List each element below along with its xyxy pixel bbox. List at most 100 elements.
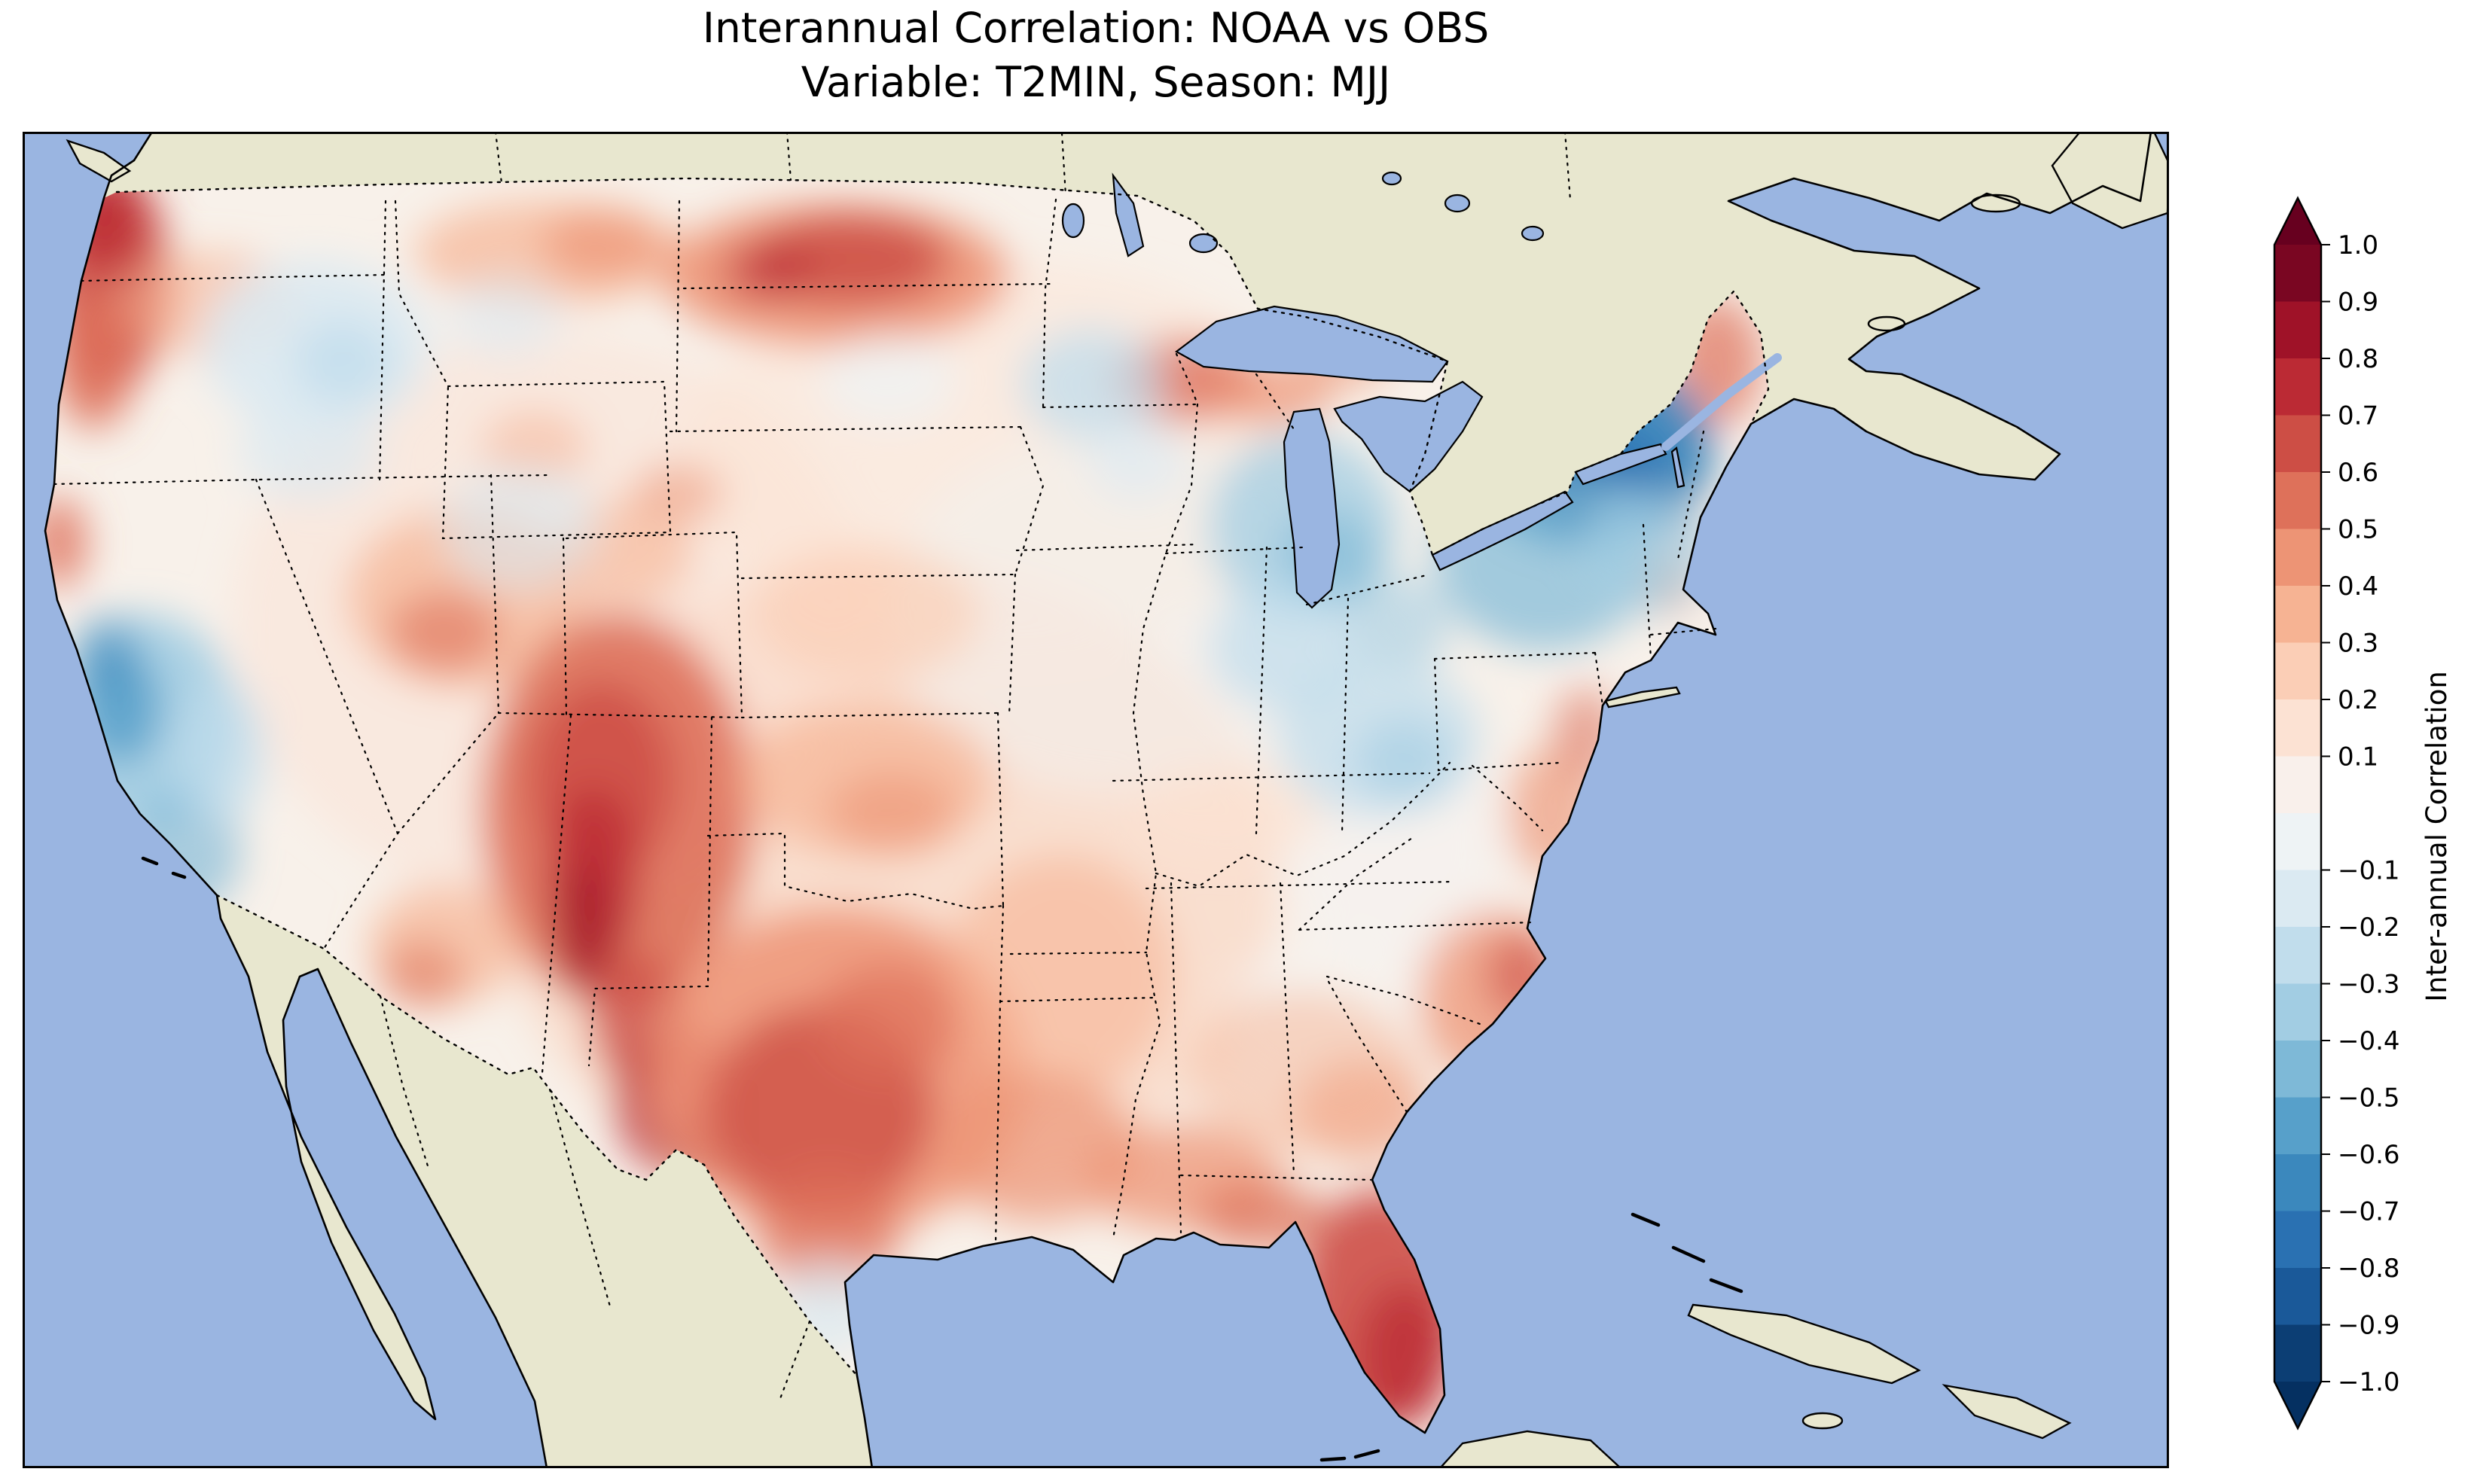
colorbar-band <box>2274 415 2321 473</box>
lake-of-the-woods <box>1188 233 1219 254</box>
map-axes <box>23 130 2170 1470</box>
correlation-blob <box>173 681 267 824</box>
colorbar-tick-label: 0.9 <box>2338 288 2378 318</box>
colorbar-tick-label: 0.7 <box>2338 401 2378 431</box>
correlation-map <box>23 130 2170 1470</box>
colorbar-tick-label: −0.1 <box>2338 856 2400 886</box>
colorbar-band <box>2274 358 2321 416</box>
colorbar-band <box>2274 699 2321 757</box>
lake-nipigon <box>1444 193 1471 213</box>
colorbar-tick-label: 0.6 <box>2338 458 2378 488</box>
colorbar-band <box>2274 927 2321 985</box>
colorbar-tick-label: −0.9 <box>2338 1311 2400 1341</box>
hispaniola-island <box>1942 1384 2072 1440</box>
florida-keys <box>1319 1449 1380 1462</box>
correlation-blob <box>633 463 723 523</box>
colorbar-band <box>2274 1097 2321 1155</box>
colorbar-band <box>2274 1268 2321 1326</box>
correlation-blob <box>1582 486 1710 614</box>
colorbar-tick-label: −0.3 <box>2338 970 2400 1000</box>
jamaica-island <box>1801 1412 1844 1430</box>
colorbar-tick-label: −0.4 <box>2338 1026 2400 1056</box>
colorbar-tick-label: 1.0 <box>2338 230 2378 261</box>
correlation-blob <box>1088 418 1186 501</box>
colorbar-tick-label: −0.2 <box>2338 913 2400 943</box>
lakes <box>1061 171 1685 609</box>
correlation-blob <box>441 463 599 591</box>
colorbar-band <box>2274 1211 2321 1269</box>
correlation-blob <box>75 616 139 694</box>
st-lawrence-river <box>1661 353 1782 451</box>
correlation-blob <box>388 591 501 674</box>
correlation-blob <box>45 497 87 587</box>
cuba-island <box>1687 1303 1921 1385</box>
canada-province-borders <box>494 130 1572 201</box>
correlation-blob <box>555 862 612 998</box>
correlation-blob <box>380 941 463 1009</box>
correlation-blob <box>821 335 956 425</box>
mexico-state-borders <box>379 995 811 1402</box>
colorbar-tick-label: 0.8 <box>2338 344 2378 374</box>
figure-title: Interannual Correlation: NOAA vs OBS Var… <box>23 2 2169 109</box>
title-line-2: Variable: T2MIN, Season: MJJ <box>801 57 1391 106</box>
colorbar-band <box>2274 983 2321 1041</box>
colorbar-ticks: 1.0 0.9 0.8 0.7 0.6 0.5 0.4 0.3 0.2 0.1 −0.1 −0.2 −0… <box>2321 230 2400 1397</box>
long-island <box>1604 686 1681 708</box>
colorbar-band <box>2274 642 2321 700</box>
newfoundland-island <box>2051 130 2170 230</box>
correlation-blob <box>949 855 1175 1095</box>
state-borders <box>53 198 1717 1246</box>
us-canada-border <box>115 177 1770 556</box>
correlation-blob <box>753 546 979 681</box>
canadian-lake-small-2 <box>1381 171 1402 186</box>
correlation-blob <box>448 275 561 358</box>
correlation-blob <box>828 772 956 855</box>
colorbar-band <box>2274 586 2321 644</box>
colorbar-over-triangle <box>2274 198 2321 245</box>
correlation-blob <box>1197 1182 1325 1250</box>
colorbar-axis-label: Inter-annual Correlation <box>2421 671 2453 1002</box>
islands <box>66 130 2170 1470</box>
colorbar-svg: 1.0 0.9 0.8 0.7 0.6 0.5 0.4 0.3 0.2 0.1 −0.1 −0.2 −0… <box>2273 196 2453 1431</box>
lake-huron <box>1333 380 1484 493</box>
colorbar-band <box>2274 245 2321 303</box>
correlation-blob <box>542 211 663 279</box>
colorbar-tick-label: −0.5 <box>2338 1083 2400 1114</box>
correlation-blob <box>1359 1284 1450 1427</box>
colorbar-tick-label: 0.4 <box>2338 571 2378 602</box>
colorbar-band <box>2274 529 2321 587</box>
canadian-lake-small-1 <box>1521 225 1545 242</box>
island-chains <box>141 856 1743 1462</box>
lake-superior <box>1174 305 1449 383</box>
colorbar-under-triangle <box>2274 1382 2321 1428</box>
correlation-blob <box>1190 990 1416 1156</box>
colorbar: 1.0 0.9 0.8 0.7 0.6 0.5 0.4 0.3 0.2 0.1 −0.1 −0.2 −0… <box>2267 192 2474 1472</box>
correlation-blob <box>237 403 380 501</box>
correlation-blob <box>723 241 813 301</box>
colorbar-tick-label: −1.0 <box>2338 1367 2400 1397</box>
colorbar-tick-label: 0.3 <box>2338 629 2378 659</box>
colorbar-band <box>2274 870 2321 928</box>
lake-ontario <box>1574 443 1667 486</box>
colorbar-tick-label: 0.1 <box>2338 742 2378 772</box>
lake-winnipeg <box>1112 172 1145 257</box>
colorbar-band <box>2274 756 2321 814</box>
channel-islands <box>141 856 187 879</box>
correlation-blob <box>1020 328 1164 440</box>
colorbar-tick-label: −0.6 <box>2338 1140 2400 1170</box>
lake-manitoba <box>1061 203 1085 239</box>
colorbar-band <box>2274 301 2321 359</box>
colorbar-tick-label: −0.8 <box>2338 1254 2400 1284</box>
axes-border <box>23 132 2169 1468</box>
colorbar-band <box>2274 1041 2321 1099</box>
colorbar-tick-label: 0.5 <box>2338 515 2378 545</box>
vancouver-island <box>66 139 132 183</box>
colorbar-band <box>2274 1324 2321 1382</box>
correlation-blob <box>817 964 960 1077</box>
prince-edward-island <box>1867 315 1906 332</box>
correlation-blob <box>294 320 392 403</box>
correlation-blob <box>1356 719 1454 802</box>
correlation-blob <box>1130 768 1325 858</box>
colorbar-tick-label: 0.2 <box>2338 685 2378 715</box>
colorbar-band <box>2274 472 2321 530</box>
